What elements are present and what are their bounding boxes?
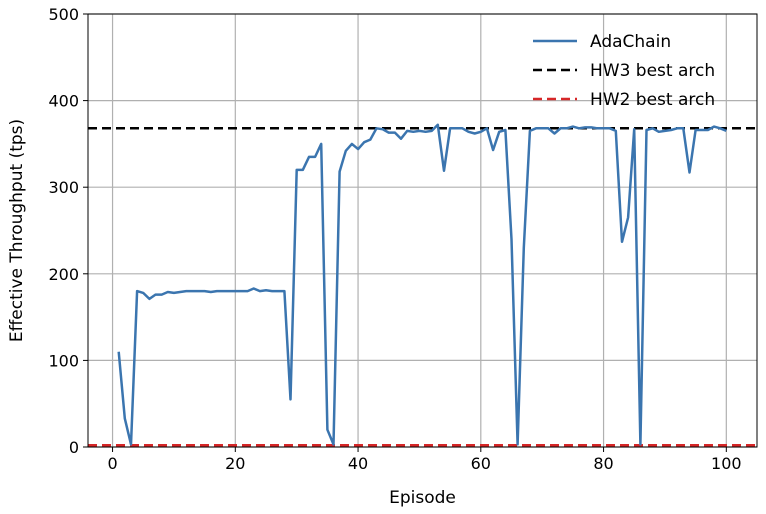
x-tick-label: 0 (107, 454, 117, 473)
y-axis-label: Effective Throughput (tps) (7, 119, 27, 342)
legend: AdaChain HW3 best arch HW2 best arch (533, 32, 715, 110)
y-tick-label: 500 (48, 5, 79, 24)
y-tick-label: 0 (69, 438, 79, 457)
x-tick-label: 20 (225, 454, 245, 473)
y-tick-label: 200 (48, 265, 79, 284)
y-tick-label: 100 (48, 351, 79, 370)
x-tick-label: 40 (348, 454, 368, 473)
legend-label-adachain: AdaChain (590, 32, 671, 52)
y-tick-label: 300 (48, 178, 79, 197)
series-line-adachain (117, 123, 727, 446)
x-tick-label: 80 (593, 454, 613, 473)
plot-frame (87, 13, 758, 448)
x-tick-label: 60 (471, 454, 491, 473)
y-axis-ticks: 0 100 200 300 400 500 (48, 5, 88, 457)
legend-label-hw3-best-arch: HW3 best arch (590, 61, 715, 81)
x-axis-ticks: 0 20 40 60 80 100 (107, 447, 742, 473)
x-tick-label: 100 (711, 454, 742, 473)
x-axis-label: Episode (389, 488, 456, 508)
y-tick-label: 400 (48, 92, 79, 111)
series-layer (88, 123, 757, 447)
legend-label-hw2-best-arch: HW2 best arch (590, 90, 715, 110)
